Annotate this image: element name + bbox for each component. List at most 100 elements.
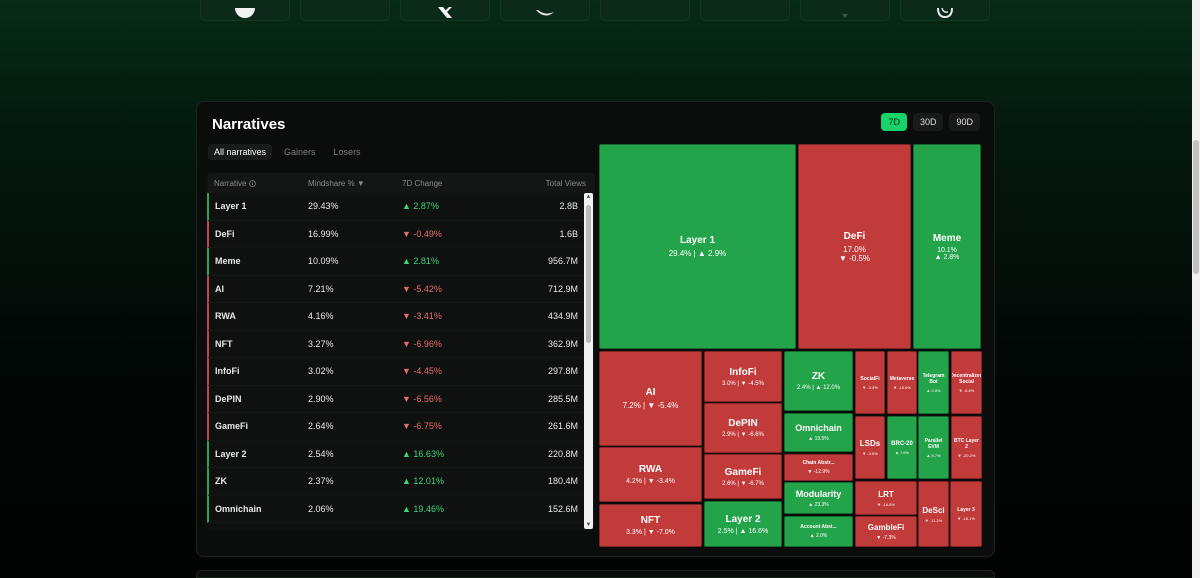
change-value: ▼ -6.96%: [394, 339, 494, 349]
treemap-cell-socialfi[interactable]: SocialFi ▼ -3.3%: [855, 351, 885, 414]
treemap-cell-label: Layer 1: [679, 235, 716, 246]
treemap-cell-stat: ▼ -20.2%: [957, 452, 976, 458]
treemap-cell-layer-3[interactable]: Layer 3 ▼ -16.1%: [950, 481, 982, 547]
triangle-up-icon: ▲: [402, 201, 414, 212]
table-row[interactable]: NFT 3.27% ▼ -6.96% 362.9M: [207, 330, 595, 358]
treemap-cell-gamblefi[interactable]: GambleFi ▼ -7.3%: [855, 516, 917, 547]
table-row[interactable]: Layer 2 2.54% ▲ 16.63% 220.8M: [207, 440, 595, 468]
triangle-up-icon: ▲: [402, 448, 414, 459]
table-row[interactable]: ZK 2.37% ▲ 12.01% 180.4M: [207, 468, 595, 496]
scrollbar-thumb[interactable]: [586, 205, 591, 343]
treemap-cell-brc-20[interactable]: BRC-20 ▲ 7.6%: [887, 416, 917, 479]
period-90d-button[interactable]: 90D: [949, 113, 980, 131]
treemap-cell-nft[interactable]: NFT 3.3% | ▼ -7.0%: [599, 504, 702, 547]
tile-6[interactable]: [700, 0, 790, 21]
treemap-cell-parallel-evm[interactable]: Parallel EVM ▲ 5.7%: [918, 416, 949, 479]
treemap-cell-defi[interactable]: DeFi 17.0% ▼ -0.5%: [798, 144, 911, 349]
change-value: ▲ 2.81%: [394, 256, 494, 266]
treemap-cell-label: AI: [645, 387, 656, 398]
scroll-down-arrow-icon[interactable]: ▼: [585, 522, 592, 528]
tile-2[interactable]: [300, 0, 390, 21]
page-scrollbar-thumb[interactable]: [1193, 140, 1199, 274]
table-row[interactable]: Omnichain 2.06% ▲ 19.46% 152.6M: [207, 495, 595, 523]
table-row[interactable]: InfoFi 3.02% ▼ -4.45% 297.8M: [207, 358, 595, 386]
period-7d-button[interactable]: 7D: [881, 113, 907, 131]
triangle-down-icon: ▼: [402, 366, 414, 377]
treemap-cell-stat: ▼ -6.8%: [958, 387, 975, 393]
treemap-cell-zk[interactable]: ZK 2.4% | ▲ 12.0%: [784, 351, 853, 411]
table-row[interactable]: RWA 4.16% ▼ -3.41% 434.9M: [207, 303, 595, 331]
tile-1[interactable]: [200, 0, 290, 21]
treemap-cell-label: SocialFi: [860, 375, 880, 382]
treemap-cell-decentralized-social[interactable]: Decentralized Social ▼ -6.8%: [951, 351, 982, 414]
treemap-cell-meme[interactable]: Meme 10.1% ▲ 2.8%: [913, 144, 981, 349]
treemap-cell-metaverse[interactable]: Metaverse ▼ -15.6%: [887, 351, 917, 414]
treemap-cell-ai[interactable]: AI 7.2% | ▼ -5.4%: [599, 351, 702, 446]
table-row[interactable]: AI 7.21% ▼ -5.42% 712.9M: [207, 275, 595, 303]
narrative-name: AI: [215, 283, 224, 294]
change-value: ▼ -5.42%: [394, 284, 494, 294]
header-change[interactable]: 7D Change: [402, 178, 443, 188]
table-row[interactable]: DeFi 16.99% ▼ -0.49% 1.6B: [207, 220, 595, 248]
change-text: -5.42%: [413, 283, 442, 294]
table-row[interactable]: DePIN 2.90% ▼ -6.56% 285.5M: [207, 385, 595, 413]
treemap-cell-desci[interactable]: DeSci ▼ -11.2%: [918, 481, 949, 547]
small-logo-icon: [842, 14, 848, 18]
scroll-up-arrow-icon[interactable]: ▲: [585, 194, 592, 200]
triangle-up-icon: ▲: [402, 503, 414, 514]
change-text: 19.46%: [413, 503, 444, 514]
table-row[interactable]: GameFi 2.64% ▼ -6.75% 261.6M: [207, 413, 595, 441]
treemap-cell-modularity[interactable]: Modularity ▲ 23.3%: [784, 482, 853, 514]
tile-4[interactable]: [500, 0, 590, 21]
treemap-cell-lrt[interactable]: LRT ▼ -16.8%: [855, 481, 917, 515]
treemap-cell-btc-layer-2[interactable]: BTC Layer 2 ▼ -20.2%: [951, 416, 982, 479]
treemap-cell-chain-abstr[interactable]: Chain Abstr... ▼ -12.9%: [784, 454, 853, 481]
tab-all-narratives[interactable]: All narratives: [208, 144, 273, 160]
treemap-cell-label: Telegram Bot: [922, 372, 945, 385]
circle-logo-icon: [235, 8, 255, 18]
treemap-cell-label: LSDs: [859, 439, 881, 448]
header-views[interactable]: Total Views: [545, 178, 586, 188]
treemap-cell-telegram-bot[interactable]: Telegram Bot ▲ 5.5%: [918, 351, 949, 414]
page-scrollbar[interactable]: [1192, 0, 1200, 578]
tab-losers[interactable]: Losers: [333, 147, 361, 157]
tile-7[interactable]: [800, 0, 890, 21]
tab-gainers[interactable]: Gainers: [284, 147, 316, 157]
treemap-cell-stat: 17.0%: [843, 244, 866, 254]
change-value: ▲ 2.87%: [394, 201, 494, 211]
treemap-cell-stat: 4.2% | ▼ -3.4%: [626, 478, 675, 485]
info-icon[interactable]: [249, 179, 257, 187]
treemap-cell-label: Chain Abstr...: [802, 460, 835, 466]
tile-3[interactable]: [400, 0, 490, 21]
treemap-cell-infofi[interactable]: InfoFi 3.0% | ▼ -4.5%: [704, 351, 782, 402]
narrative-name: RWA: [215, 311, 236, 322]
treemap-cell-gamefi[interactable]: GameFi 2.6% | ▼ -6.7%: [704, 454, 782, 499]
treemap-cell-stat: ▼ -15.6%: [893, 384, 911, 390]
views-value: 297.8M: [547, 366, 578, 377]
treemap-cell-label: LRT: [878, 489, 894, 499]
treemap-cell-omnichain[interactable]: Omnichain ▲ 19.5%: [784, 413, 853, 452]
treemap-cell-label: Layer 2: [725, 513, 761, 525]
tile-5[interactable]: [600, 0, 690, 21]
table-scrollbar[interactable]: ▲ ▼: [584, 193, 593, 529]
table-row[interactable]: Meme 10.09% ▲ 2.81% 956.7M: [207, 248, 595, 276]
period-30d-button[interactable]: 30D: [912, 113, 944, 131]
change-text: -6.75%: [413, 421, 442, 432]
narrative-name: DePIN: [215, 393, 242, 404]
treemap-cell-stat-change: ▲ 2.8%: [934, 253, 960, 261]
treemap-cell-rwa[interactable]: RWA 4.2% | ▼ -3.4%: [599, 447, 702, 502]
treemap-cell-lsds[interactable]: LSDs ▼ -3.5%: [855, 416, 885, 479]
treemap-cell-depin[interactable]: DePIN 2.9% | ▼ -6.6%: [704, 403, 782, 453]
header-narrative[interactable]: Narrative: [207, 179, 300, 188]
treemap-cell-layer-2[interactable]: Layer 2 2.5% | ▲ 16.6%: [704, 501, 782, 547]
narrative-name: Omnichain: [215, 503, 262, 514]
table-row[interactable]: Layer 1 29.43% ▲ 2.87% 2.8B: [207, 193, 595, 221]
header-mindshare[interactable]: Mindshare % ▼: [300, 179, 394, 188]
treemap-cell-stat: ▼ -3.5%: [862, 451, 878, 456]
treemap-cell-account-abst[interactable]: Account Abst... ▲ 2.0%: [784, 516, 853, 547]
triangle-up-icon: ▲: [402, 476, 414, 487]
tile-8[interactable]: [900, 0, 990, 21]
treemap-cell-layer-1[interactable]: Layer 1 29.4% | ▲ 2.9%: [599, 144, 796, 349]
treemap-cell-label: Omnichain: [795, 423, 842, 433]
treemap-cell-label: Layer 3: [957, 507, 975, 513]
